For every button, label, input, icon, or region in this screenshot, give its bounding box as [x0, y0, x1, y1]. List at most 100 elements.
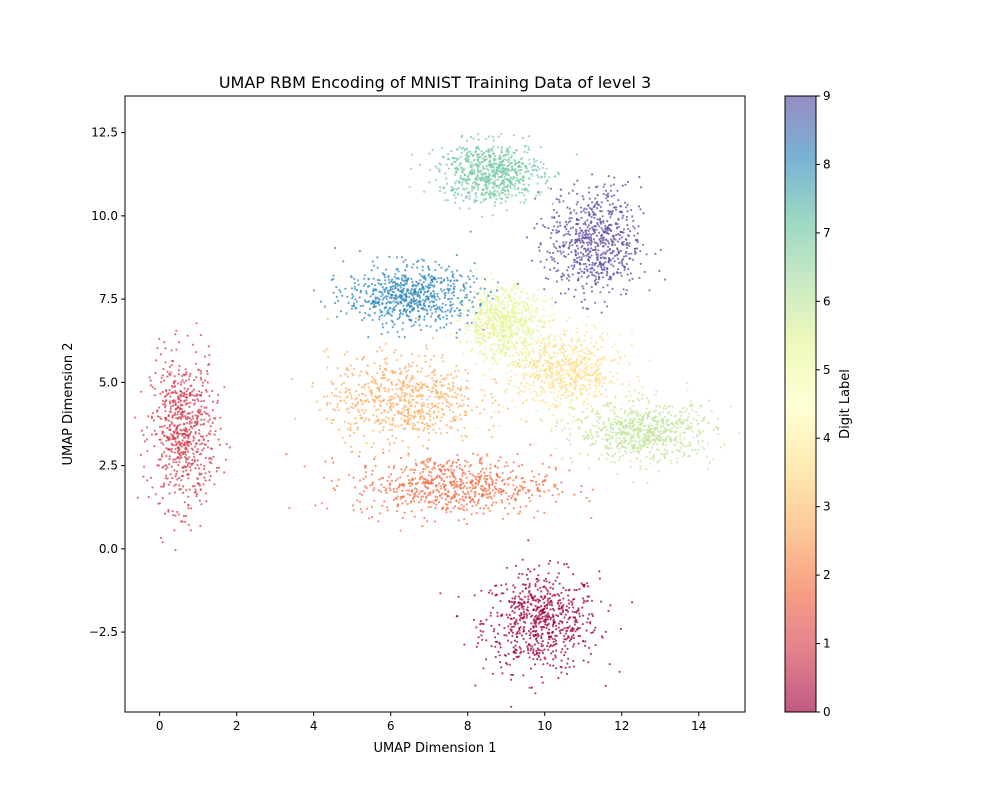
scatter-point	[494, 584, 497, 587]
scatter-point	[595, 377, 598, 380]
scatter-point	[457, 501, 460, 504]
scatter-point	[173, 484, 176, 487]
scatter-point	[524, 316, 527, 319]
scatter-point	[456, 387, 459, 390]
scatter-point	[550, 367, 553, 370]
scatter-point	[717, 428, 720, 431]
scatter-point	[412, 500, 416, 503]
scatter-point	[548, 362, 552, 365]
scatter-point	[521, 309, 524, 312]
scatter-point	[400, 372, 403, 375]
scatter-point	[378, 346, 381, 349]
scatter-point	[566, 355, 569, 358]
scatter-point	[450, 464, 454, 467]
scatter-point	[417, 354, 420, 357]
scatter-point	[174, 483, 177, 486]
scatter-point	[346, 388, 349, 391]
scatter-point	[646, 417, 649, 420]
scatter-point	[557, 360, 560, 363]
scatter-point	[584, 640, 587, 643]
scatter-point	[589, 443, 592, 447]
scatter-point	[451, 471, 454, 474]
scatter-point	[568, 433, 572, 436]
scatter-point	[512, 650, 515, 653]
scatter-point	[527, 598, 530, 601]
scatter-point	[366, 398, 369, 401]
scatter-point	[512, 616, 516, 620]
scatter-point	[507, 625, 510, 628]
scatter-point	[525, 382, 528, 385]
scatter-point	[526, 578, 530, 581]
scatter-point	[529, 628, 532, 631]
scatter-point	[203, 465, 206, 468]
scatter-point	[160, 417, 163, 420]
scatter-point	[381, 376, 385, 379]
scatter-point	[642, 419, 645, 422]
scatter-point	[469, 150, 472, 153]
scatter-point	[397, 486, 400, 489]
scatter-point	[181, 379, 184, 382]
scatter-point	[680, 411, 684, 414]
scatter-point	[469, 472, 472, 475]
scatter-point	[439, 494, 442, 497]
scatter-point	[436, 496, 439, 499]
scatter-point	[182, 514, 185, 518]
scatter-point	[485, 490, 488, 493]
scatter-point	[636, 421, 639, 424]
scatter-point	[688, 455, 691, 458]
scatter-point	[570, 384, 573, 387]
scatter-point	[532, 630, 535, 633]
scatter-point	[387, 465, 391, 468]
scatter-point	[471, 271, 474, 274]
scatter-point	[691, 430, 694, 433]
scatter-point	[542, 598, 545, 601]
scatter-point	[459, 480, 462, 483]
scatter-point	[503, 626, 506, 630]
scatter-point	[524, 386, 527, 389]
scatter-point	[535, 312, 538, 315]
scatter-point	[362, 477, 365, 480]
scatter-point	[585, 435, 588, 438]
scatter-point	[515, 340, 518, 344]
scatter-point	[498, 337, 501, 340]
scatter-point	[349, 428, 352, 432]
scatter-point	[679, 446, 682, 450]
scatter-point	[352, 367, 356, 370]
scatter-point	[411, 414, 414, 417]
scatter-point	[524, 374, 527, 377]
scatter-point	[392, 498, 395, 502]
scatter-point	[565, 319, 569, 322]
scatter-point	[526, 614, 529, 617]
scatter-point	[506, 315, 509, 318]
scatter-point	[473, 318, 476, 321]
scatter-point	[528, 318, 531, 321]
scatter-point	[642, 433, 645, 436]
scatter-point	[476, 268, 479, 271]
scatter-point	[464, 459, 467, 462]
scatter-point	[514, 321, 518, 324]
scatter-point	[592, 407, 595, 410]
scatter-point	[463, 414, 466, 417]
scatter-point	[586, 437, 589, 440]
scatter-point	[621, 420, 624, 423]
scatter-point	[569, 366, 572, 369]
scatter-point	[552, 583, 555, 586]
scatter-point	[537, 288, 540, 292]
scatter-point	[441, 396, 444, 399]
scatter-point	[723, 443, 726, 446]
scatter-point	[186, 402, 189, 405]
scatter-point	[512, 507, 515, 510]
scatter-point	[524, 301, 527, 304]
scatter-point	[486, 191, 489, 194]
scatter-point	[696, 422, 700, 425]
scatter-point	[688, 441, 691, 444]
scatter-point	[477, 636, 480, 639]
cluster-digit-2	[285, 443, 594, 532]
scatter-point	[484, 480, 487, 483]
scatter-point	[482, 285, 485, 288]
scatter-point	[394, 496, 397, 500]
scatter-point	[510, 399, 514, 402]
scatter-point	[173, 385, 176, 388]
scatter-point	[463, 643, 466, 646]
